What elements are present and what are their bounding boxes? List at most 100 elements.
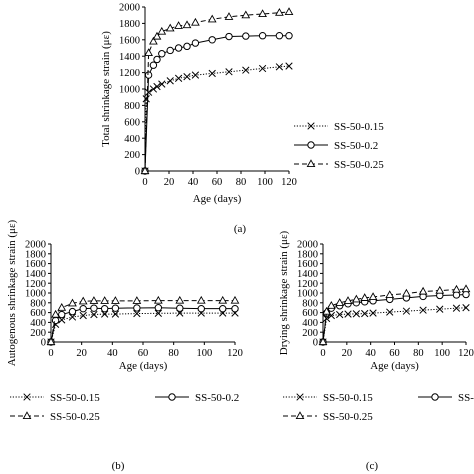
y-tick-label: 200 [30, 328, 46, 339]
y-tick-label: 1600 [297, 259, 318, 270]
x-tick-label: 120 [458, 348, 474, 359]
x-tick-label: 0 [320, 348, 325, 359]
data-point [57, 302, 67, 311]
x-tick-label: 100 [196, 348, 212, 359]
series-line [322, 307, 467, 343]
legend: SS-50-0.15 SS-50-0.2 SS-50-0.25 [283, 392, 474, 423]
chart-panel-a: 0 200 400 600 800 1000 1200 1400 1600 1800 2000 0 20… [100, 3, 384, 235]
legend-marker [295, 411, 305, 420]
data-point [144, 88, 153, 96]
data-point [385, 290, 395, 299]
series-SS-50-0.15 [319, 304, 470, 346]
data-point [191, 71, 200, 79]
y-tick-label: 2000 [25, 240, 46, 251]
legend-label: SS-50-0.25 [50, 411, 100, 423]
data-point [89, 296, 99, 304]
x-tick-label: 120 [227, 348, 243, 359]
data-point [208, 36, 216, 44]
data-point [182, 20, 192, 29]
data-point [322, 314, 331, 323]
x-tick-label: 20 [76, 348, 87, 359]
y-tick-label: 600 [124, 117, 140, 128]
data-point [230, 295, 240, 304]
y-tick-label: 400 [124, 134, 140, 145]
data-point [344, 310, 352, 318]
panel-caption: (a) [234, 223, 247, 235]
x-axis-title: Age (days) [193, 193, 242, 205]
data-point [231, 304, 239, 313]
x-tick-label: 80 [236, 177, 247, 188]
data-point [275, 32, 284, 40]
series-line [144, 35, 289, 172]
x-tick-label: 0 [48, 348, 53, 359]
data-point [100, 304, 109, 313]
legend-label: SS-50-0.25 [323, 411, 373, 423]
series-line [144, 65, 290, 172]
data-point [258, 32, 267, 40]
x-axis-title: Age (days) [370, 360, 419, 372]
data-point [335, 298, 345, 306]
data-point [165, 23, 175, 32]
y-tick-label: 800 [302, 298, 318, 309]
data-point [78, 296, 88, 305]
y-tick-label: 600 [302, 308, 318, 319]
data-point [149, 61, 158, 69]
panel-caption: (b) [112, 460, 125, 472]
y-tick-label: 800 [30, 298, 46, 309]
legend-label: SS-50-0.2 [334, 140, 378, 152]
series-SS-50-0.25 [140, 7, 294, 175]
data-point [368, 292, 378, 300]
x-tick-label: 40 [188, 177, 199, 188]
data-point [111, 310, 120, 318]
legend: SS-50-0.15 SS-50-0.2 SS-50-0.25 [294, 121, 384, 171]
legend-marker [22, 411, 32, 420]
data-point [157, 26, 167, 35]
data-point [386, 308, 394, 316]
data-point [101, 310, 109, 318]
data-point [183, 73, 191, 81]
y-tick-label: 800 [124, 101, 140, 112]
legend-marker [296, 393, 304, 401]
y-tick-label: 200 [124, 150, 140, 161]
data-point [68, 313, 77, 321]
data-point [435, 285, 445, 294]
y-tick-label: 400 [30, 318, 46, 329]
data-point [284, 7, 294, 15]
data-point [153, 82, 161, 91]
y-tick-label: 200 [302, 328, 318, 339]
data-point [225, 68, 233, 76]
data-point [208, 69, 216, 78]
data-point [419, 306, 427, 314]
series-line [50, 300, 235, 343]
y-axis-title: Drying shrinkage strain (με) [278, 230, 290, 355]
series-SS-50-0.25 [318, 284, 471, 346]
x-tick-label: 80 [413, 348, 424, 359]
data-point [197, 304, 205, 313]
y-tick-label: 1800 [297, 249, 318, 260]
data-point [140, 166, 150, 175]
data-point [242, 32, 250, 40]
data-point [452, 291, 461, 299]
y-tick-label: 600 [30, 308, 46, 319]
data-point [462, 304, 470, 312]
data-point [158, 80, 166, 88]
series-SS-50-0.15 [47, 309, 239, 346]
data-point [133, 309, 141, 318]
data-point [360, 293, 370, 301]
data-point [224, 12, 234, 20]
x-tick-label: 40 [365, 348, 376, 359]
data-point [418, 286, 428, 295]
series-SS-50-0.2 [319, 290, 470, 346]
data-point [153, 295, 163, 304]
data-point [241, 10, 251, 19]
data-point [275, 63, 284, 71]
data-point [361, 309, 369, 318]
data-point [326, 301, 336, 309]
x-tick-label: 60 [138, 348, 149, 359]
data-point [149, 36, 158, 45]
data-point [153, 55, 161, 64]
data-point [351, 294, 361, 303]
y-tick-label: 1800 [25, 249, 46, 260]
series-SS-50-0.2 [47, 304, 239, 346]
